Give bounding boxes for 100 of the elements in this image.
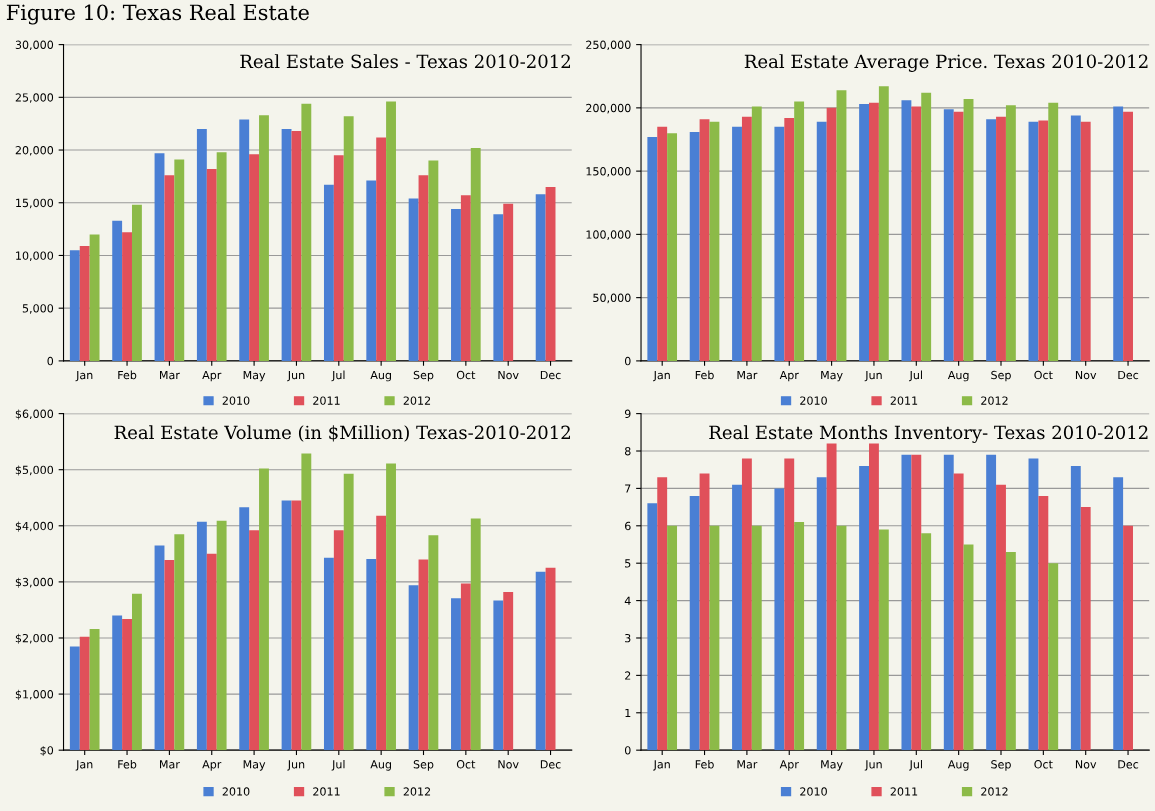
- caption: Figure 10: Texas Real Estate: [6, 4, 309, 25]
- bar: [774, 488, 785, 751]
- bar: [503, 591, 514, 751]
- y-tick-label: $5,000: [15, 465, 54, 476]
- x-tick-label: Dec: [540, 370, 561, 380]
- bar: [869, 443, 879, 751]
- x-tick-label: Mar: [737, 370, 758, 380]
- bar: [239, 507, 250, 751]
- bar: [259, 115, 269, 361]
- bar: [196, 128, 207, 361]
- bar: [333, 530, 344, 751]
- bar: [366, 558, 377, 751]
- y-tick-label: 8: [624, 446, 631, 456]
- bar: [323, 557, 334, 751]
- bar: [112, 220, 123, 361]
- bar: [1070, 115, 1081, 361]
- bar: [291, 131, 302, 361]
- x-tick-label: Aug: [947, 760, 969, 771]
- bar: [709, 121, 720, 361]
- bar: [333, 155, 344, 361]
- bar: [1123, 111, 1133, 361]
- x-tick-label: Nov: [1075, 760, 1097, 769]
- x-tick-label: Apr: [779, 370, 799, 382]
- bar: [963, 99, 974, 361]
- x-tick-label: Nov: [498, 760, 519, 769]
- legend-label: 2012: [981, 787, 1008, 796]
- bar: [206, 169, 217, 361]
- legend-label: 2012: [403, 787, 431, 796]
- x-tick-label: Feb: [695, 370, 714, 380]
- y-tick-label: 100,000: [586, 230, 631, 240]
- bar: [953, 473, 964, 751]
- bar: [836, 525, 847, 751]
- y-tick-label: 200,000: [586, 103, 631, 114]
- x-tick-label: Aug: [947, 370, 969, 382]
- x-tick-label: Sep: [991, 370, 1011, 382]
- bar: [901, 454, 912, 751]
- y-tick-label: 25,000: [15, 93, 54, 103]
- y-tick-label: 10,000: [16, 251, 54, 261]
- bar: [869, 102, 879, 361]
- y-tick-label: 15,000: [16, 198, 54, 209]
- bar: [69, 646, 80, 751]
- bar: [460, 583, 471, 751]
- bar: [667, 133, 678, 361]
- bar: [1048, 563, 1059, 751]
- bar: [323, 184, 334, 361]
- y-tick-label: 2: [625, 671, 631, 680]
- x-tick-label: Apr: [779, 760, 799, 771]
- y-tick-label: 1: [625, 708, 631, 717]
- x-tick-label: Jul: [331, 759, 345, 771]
- y-tick-label: $6,000: [15, 409, 54, 420]
- bar: [816, 477, 827, 751]
- bar: [470, 147, 481, 361]
- x-tick-label: Jul: [909, 370, 922, 382]
- bar: [741, 458, 752, 751]
- bar: [996, 484, 1006, 751]
- bar: [784, 117, 795, 361]
- bar: [986, 454, 997, 751]
- legend-label: 2012: [981, 396, 1008, 405]
- bar: [239, 119, 250, 361]
- bar: [859, 465, 870, 751]
- bar: [963, 544, 974, 751]
- text: Real Estate Volume (in $Million) Texas-2010-2012: [114, 425, 570, 442]
- legend-label: 2010: [800, 787, 827, 796]
- bar: [343, 116, 354, 361]
- bar: [174, 534, 185, 751]
- bar: [122, 232, 132, 361]
- bar: [545, 186, 556, 361]
- bar: [164, 560, 175, 751]
- bar: [206, 553, 217, 751]
- bar: [216, 520, 227, 751]
- x-tick-label: Jun: [864, 760, 882, 771]
- bar: [545, 567, 556, 751]
- bar: [249, 154, 260, 361]
- bar: [816, 121, 827, 361]
- bar: [112, 615, 123, 751]
- bar: [1005, 551, 1016, 751]
- x-tick-label: Jul: [909, 759, 922, 771]
- y-tick-label: 5,000: [22, 304, 54, 314]
- bar: [131, 204, 142, 361]
- y-tick-label: 4: [624, 596, 631, 605]
- x-tick-label: Jan: [75, 370, 93, 382]
- legend-label: 2010: [800, 396, 827, 405]
- bar: [428, 160, 439, 361]
- legend-label: 2010: [222, 787, 250, 796]
- bar: [826, 107, 837, 361]
- bar: [366, 180, 377, 361]
- y-tick-label: $1,000: [15, 689, 54, 700]
- x-tick-label: Jan: [653, 370, 670, 382]
- x-tick-label: Mar: [737, 760, 758, 769]
- bar: [1113, 477, 1124, 751]
- x-tick-label: Jun: [287, 760, 305, 771]
- legend-label: 2011: [313, 787, 340, 796]
- bar: [943, 454, 954, 751]
- y-tick-label: 0: [624, 746, 631, 755]
- bar: [741, 116, 752, 361]
- text: Real Estate Months Inventory- Texas 2010-2012: [709, 425, 1148, 443]
- x-tick-label: May: [821, 760, 843, 771]
- bar: [657, 126, 668, 361]
- legend-label: 2011: [890, 396, 918, 405]
- bar: [1080, 507, 1091, 751]
